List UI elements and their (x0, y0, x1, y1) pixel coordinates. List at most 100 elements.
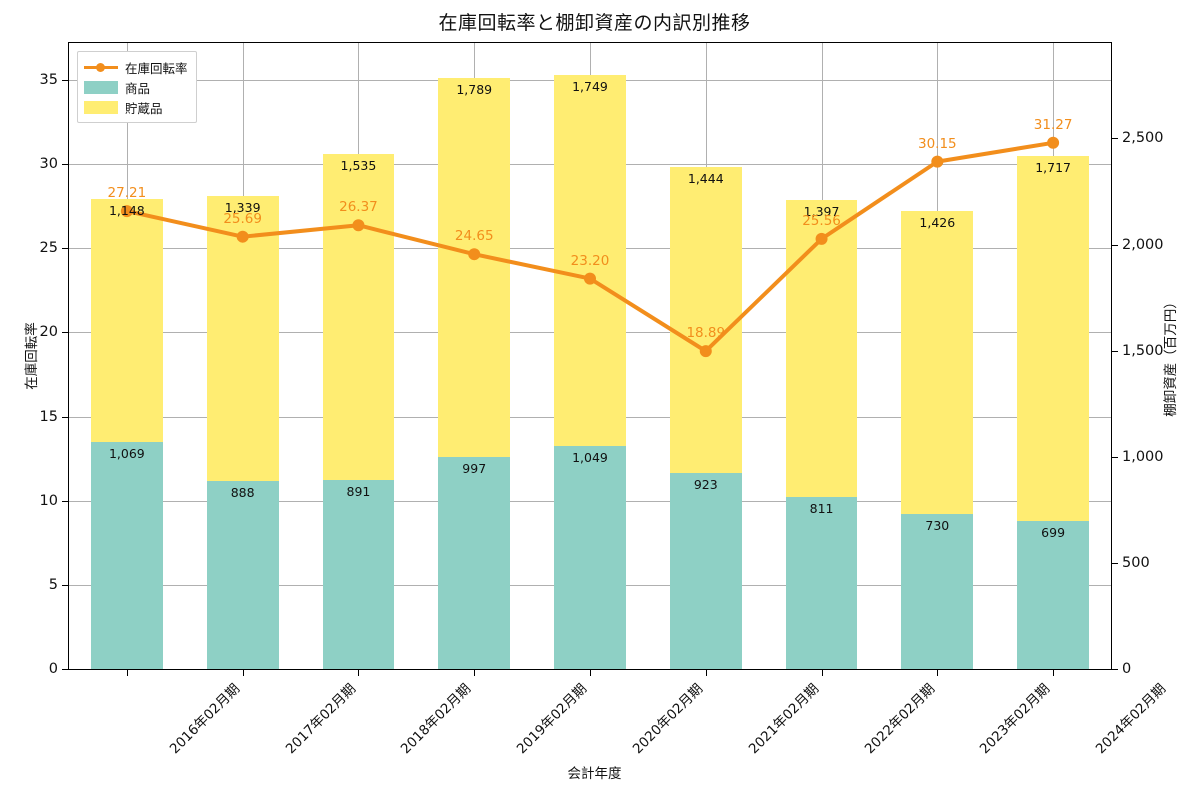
y-axis-left-tick: 35 (39, 72, 58, 89)
bar-merchandise[interactable] (322, 479, 395, 669)
tick-mark (62, 669, 68, 670)
bar-merchandise[interactable] (785, 496, 858, 669)
bar-value-label-merchandise: 891 (346, 483, 371, 499)
y-axis-left-tick: 15 (39, 408, 58, 425)
bar-merchandise[interactable] (1017, 520, 1089, 669)
tick-mark (821, 670, 823, 676)
tick-mark (62, 80, 68, 82)
tick-mark (1112, 244, 1118, 246)
y-axis-left-label: 在庫回転率 (24, 322, 40, 390)
x-axis-tick-label: 2020年02月期 (629, 680, 707, 758)
line-value-label: 23.20 (570, 252, 610, 269)
bar-value-label-supplies: 1,339 (224, 200, 261, 216)
line-value-label: 27.21 (107, 185, 147, 202)
tick-mark (62, 500, 68, 502)
tick-mark (62, 332, 68, 334)
tick-mark (62, 248, 68, 250)
y-axis-left-tick: 0 (48, 661, 58, 677)
x-axis-tick-label: 2024年02月期 (1092, 680, 1170, 758)
tick-mark (474, 670, 476, 676)
legend-label: 商品 (125, 80, 151, 96)
bar-value-label-merchandise: 923 (693, 477, 718, 493)
bar-supplies[interactable] (669, 166, 742, 474)
bar-merchandise[interactable] (90, 442, 163, 669)
bar-value-label-supplies: 1,426 (919, 215, 956, 231)
bar-value-label-merchandise: 1,049 (572, 450, 608, 466)
bar-merchandise[interactable] (438, 457, 511, 669)
tick-mark (590, 670, 591, 676)
bar-value-label-merchandise: 1,069 (108, 446, 145, 462)
bar-merchandise[interactable] (206, 480, 279, 669)
legend-item-supplies[interactable]: 貯蔵品 (84, 97, 188, 117)
page-title: 在庫回転率と棚卸資産の内訳別推移 (438, 12, 751, 34)
y-axis-right-tick: 2,000 (1122, 236, 1164, 253)
legend-item-merchandise[interactable]: 商品 (84, 77, 188, 97)
bar-value-label-supplies: 1,717 (1035, 160, 1072, 176)
y-axis-left-tick: 5 (48, 576, 58, 593)
x-axis-tick-label: 2019年02月期 (514, 680, 591, 758)
legend-item-turnover[interactable]: 在庫回転率 (84, 57, 188, 77)
y-axis-left-tick: 10 (39, 492, 58, 509)
bar-merchandise[interactable] (901, 514, 974, 669)
x-axis-tick-label: 2022年02月期 (861, 680, 938, 758)
y-axis-left-tick: 25 (39, 240, 58, 257)
bar-supplies[interactable] (90, 198, 163, 443)
tick-mark (705, 670, 707, 676)
bar-value-label-supplies: 1,444 (687, 170, 724, 186)
bar-supplies[interactable] (901, 211, 974, 515)
bar-value-label-supplies: 1,397 (803, 204, 840, 220)
tick-mark (1053, 670, 1055, 676)
tick-mark (62, 164, 68, 166)
plot-inner: 1,069 1,148 888 1,339 891 1,535 997 1,789 1,049 1… (69, 43, 1111, 669)
legend-label: 貯蔵品 (125, 100, 163, 116)
bar-value-label-supplies: 1,749 (572, 79, 608, 95)
bar-value-label-merchandise: 730 (925, 518, 950, 534)
line-value-label: 25.56 (802, 212, 841, 229)
tick-mark (937, 670, 939, 676)
bar-supplies[interactable] (206, 196, 279, 481)
y-axis-right-label: 棚卸資産（百万円） (1163, 295, 1179, 417)
line-value-label: 30.15 (918, 135, 957, 152)
legend: 在庫回転率 商品 貯蔵品 (77, 51, 197, 123)
y-axis-left-tick: 20 (39, 324, 58, 341)
bar-value-label-merchandise: 997 (462, 461, 487, 477)
bar-merchandise[interactable] (554, 446, 626, 669)
bar-merchandise[interactable] (669, 473, 742, 669)
line-value-label: 24.65 (454, 228, 494, 245)
tick-mark (62, 584, 68, 586)
tick-mark (358, 670, 360, 676)
legend-label: 在庫回転率 (125, 60, 188, 76)
y-axis-right-tick: 1,500 (1122, 342, 1164, 359)
x-axis-tick-label: 2018年02月期 (398, 680, 475, 758)
bar-value-label-supplies: 1,789 (456, 81, 493, 97)
tick-mark (1112, 138, 1118, 140)
bar-value-label-merchandise: 699 (1041, 524, 1066, 540)
x-axis-label: 会計年度 (567, 766, 622, 782)
x-axis-tick-label: 2016年02月期 (166, 680, 244, 758)
bar-supplies[interactable] (1017, 156, 1089, 521)
y-axis-right-tick: 1,000 (1122, 448, 1164, 465)
line-value-label: 25.69 (223, 210, 262, 227)
x-axis-tick-label: 2021年02月期 (745, 680, 822, 758)
tick-mark (1112, 350, 1118, 352)
x-axis-tick-label: 2017年02月期 (282, 680, 359, 758)
tick-mark (1112, 562, 1118, 564)
bar-value-label-merchandise: 811 (809, 500, 834, 516)
line-value-label: 18.89 (686, 325, 726, 342)
y-axis-right-tick: 0 (1122, 661, 1132, 677)
swatch-icon (84, 80, 118, 94)
y-axis-right-tick: 2,500 (1122, 130, 1164, 147)
tick-mark (126, 670, 128, 676)
y-axis-left-tick: 30 (39, 156, 58, 173)
bar-supplies[interactable] (438, 77, 511, 458)
line-marker-icon (84, 61, 118, 74)
line-value-label: 26.37 (339, 199, 378, 216)
tick-mark (62, 416, 68, 418)
y-axis-right-tick: 500 (1122, 554, 1150, 571)
bar-supplies[interactable] (785, 200, 858, 497)
line-value-label: 31.27 (1033, 116, 1073, 133)
bar-value-label-supplies: 1,535 (340, 158, 377, 174)
tick-mark (1112, 669, 1118, 670)
x-axis-tick-label: 2023年02月期 (977, 680, 1054, 758)
